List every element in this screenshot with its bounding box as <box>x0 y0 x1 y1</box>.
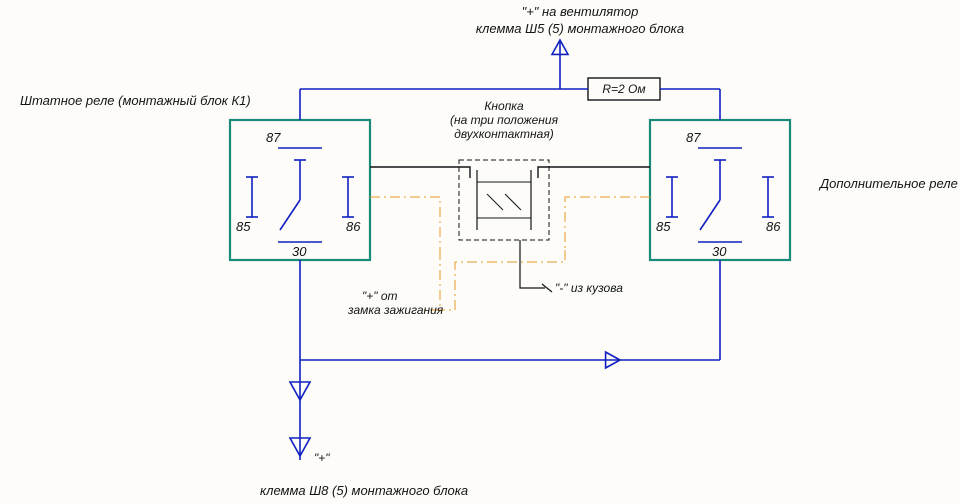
label-relay-left: Штатное реле (монтажный блок К1) <box>20 93 251 108</box>
label-top-fan: "+" на вентилятор <box>522 4 639 19</box>
relay-left-pin30: 30 <box>292 244 307 259</box>
wire-86-left <box>370 197 440 250</box>
relay-right-pin85: 85 <box>656 219 671 234</box>
label-button-3: двухконтактная) <box>454 127 553 141</box>
label-button-1: Кнопка <box>484 99 524 113</box>
label-bottom-plus: "+" <box>314 451 330 465</box>
label-ignition-2: замка зажигания <box>347 303 444 317</box>
wire-black-right <box>538 167 650 178</box>
label-relay-right: Дополнительное реле <box>818 176 958 191</box>
label-ignition-1: "+" от <box>362 289 398 303</box>
wire-body-minus <box>520 240 545 288</box>
relay-left-pin87: 87 <box>266 130 281 145</box>
label-top-terminal: клемма Ш5 (5) монтажного блока <box>476 21 684 36</box>
wire-85-right <box>565 197 650 250</box>
label-body-minus: "-" из кузова <box>555 281 623 295</box>
resistor-label: R=2 Ом <box>602 82 645 96</box>
relay-wiring-diagram: "+" на вентилятор клемма Ш5 (5) монтажног… <box>0 0 960 504</box>
wire-black-left <box>370 167 470 178</box>
relay-right-pin86: 86 <box>766 219 781 234</box>
relay-left-pin86: 86 <box>346 219 361 234</box>
label-button-2: (на три положения <box>450 113 559 127</box>
relay-left-pin85: 85 <box>236 219 251 234</box>
relay-right-pin30: 30 <box>712 244 727 259</box>
relay-right-pin87: 87 <box>686 130 701 145</box>
button-box <box>459 160 549 240</box>
label-bottom-terminal: клемма Ш8 (5) монтажного блока <box>260 483 468 498</box>
